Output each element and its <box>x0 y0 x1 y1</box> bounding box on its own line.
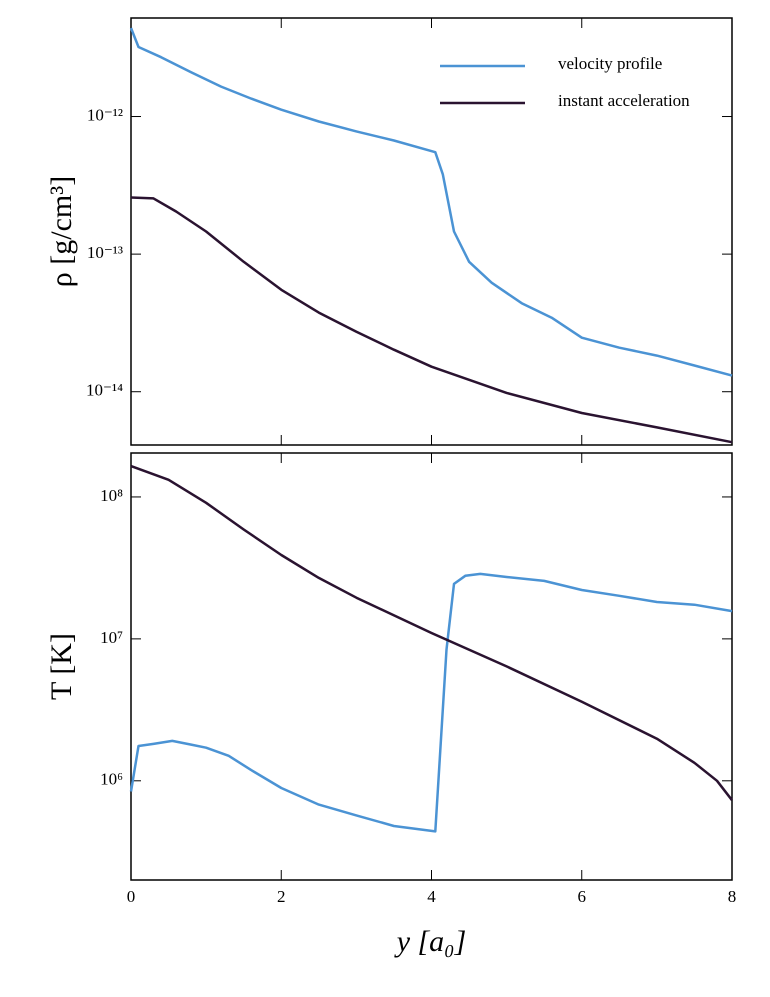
y-tick-label: 10⁻¹³ <box>87 243 123 262</box>
x-tick-label: 2 <box>277 887 286 906</box>
y-axis-label: T [K] <box>45 633 78 700</box>
x-tick-label: 8 <box>728 887 737 906</box>
data-line <box>129 572 733 833</box>
data-line <box>130 464 733 801</box>
y-tick-label: 10⁻¹⁴ <box>86 381 123 400</box>
legend-label: instant acceleration <box>558 91 690 110</box>
plot-frame <box>130 17 733 446</box>
y-tick-label: 10⁶ <box>100 770 123 789</box>
data-line <box>130 196 733 444</box>
x-tick-label: 4 <box>427 887 436 906</box>
data-line <box>129 27 733 377</box>
plot-frame <box>130 452 733 881</box>
x-tick-label: 0 <box>127 887 136 906</box>
y-tick-label: 10⁸ <box>100 486 123 505</box>
legend-label: velocity profile <box>558 54 662 73</box>
y-tick-label: 10⁷ <box>100 628 123 647</box>
y-tick-label: 10⁻¹² <box>87 105 123 124</box>
y-axis-label: ρ [g/cm³] <box>45 176 78 287</box>
x-axis-label: y [a₀] <box>394 925 467 958</box>
x-tick-label: 6 <box>578 887 587 906</box>
